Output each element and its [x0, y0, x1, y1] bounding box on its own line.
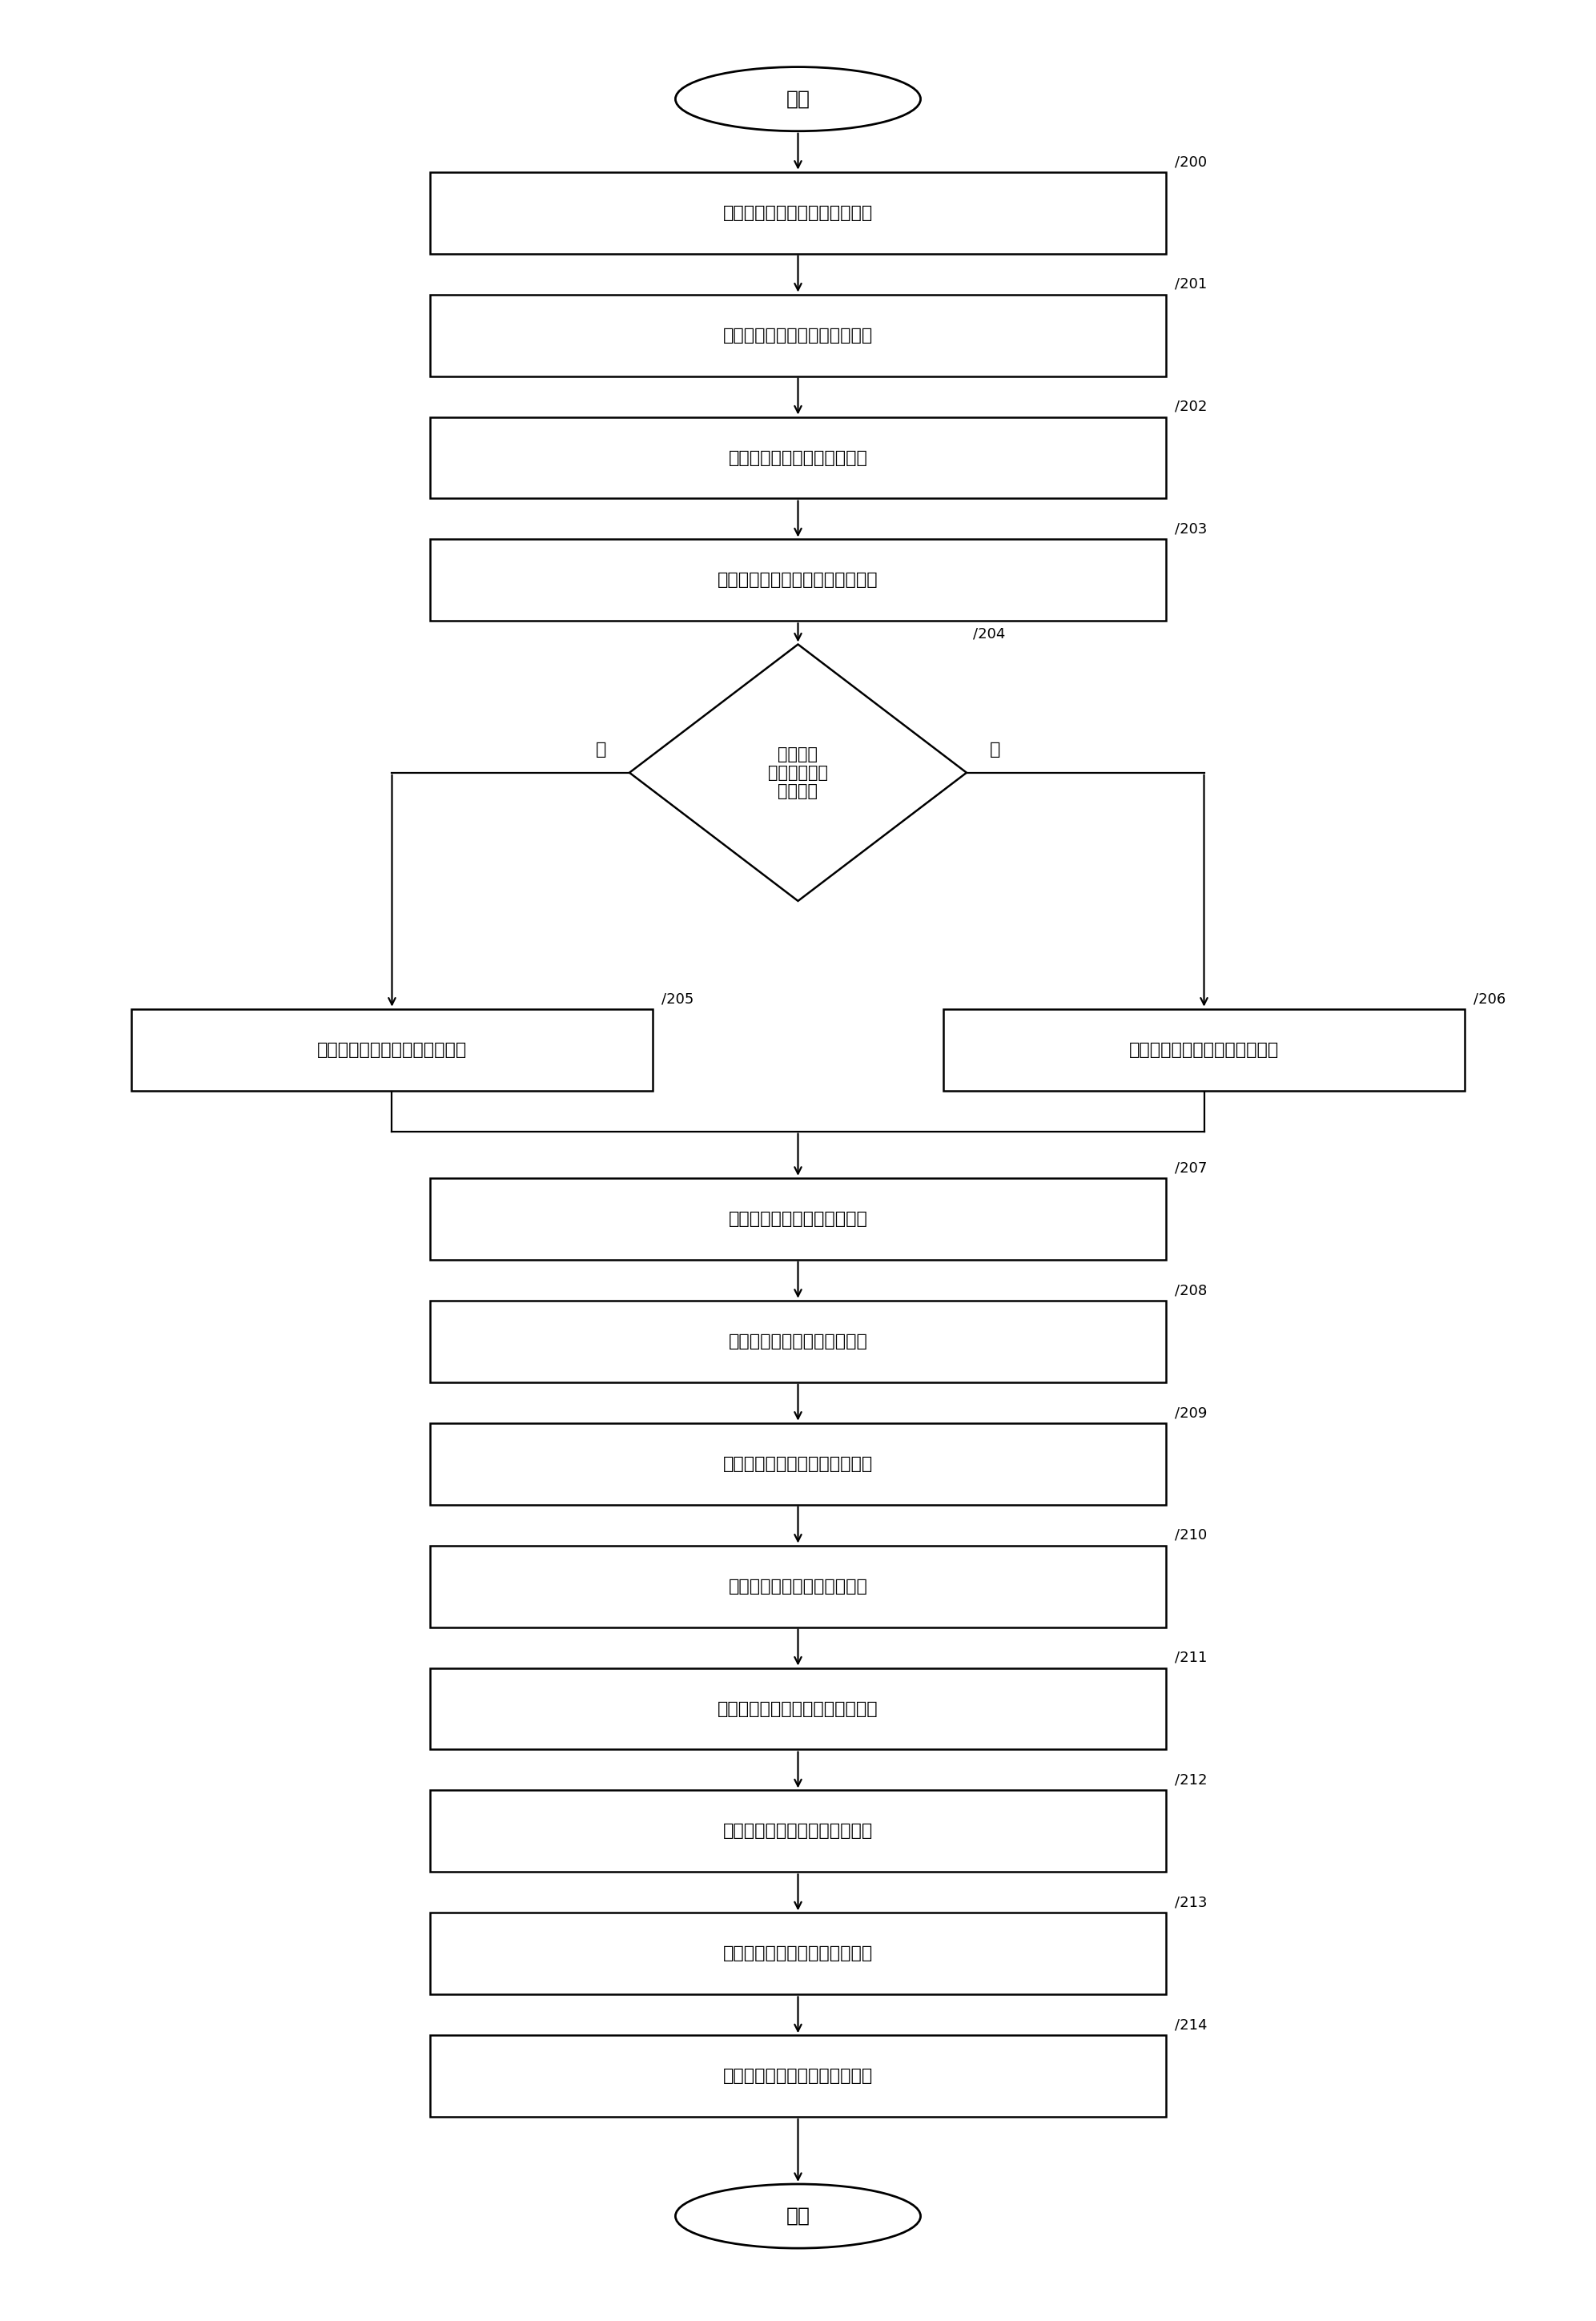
Text: 向第一终端提供备选的头像图片: 向第一终端提供备选的头像图片: [318, 1042, 468, 1058]
Text: /203: /203: [1175, 522, 1207, 536]
Text: 服务器向第一终端提供多种选择: 服务器向第一终端提供多种选择: [1128, 1042, 1278, 1058]
Polygon shape: [629, 645, 967, 901]
Text: /212: /212: [1175, 1773, 1207, 1787]
Ellipse shape: [675, 67, 921, 130]
Text: /211: /211: [1175, 1650, 1207, 1664]
Text: 服务器向第二终端提供头像图片: 服务器向第二终端提供头像图片: [723, 1824, 873, 1838]
Bar: [431, 1669, 1165, 1750]
Bar: [431, 1913, 1165, 1994]
Text: /200: /200: [1175, 156, 1207, 169]
Bar: [431, 418, 1165, 499]
Bar: [431, 538, 1165, 622]
Ellipse shape: [675, 2184, 921, 2249]
Text: /209: /209: [1175, 1407, 1207, 1420]
Bar: [131, 1010, 653, 1091]
Bar: [431, 2036, 1165, 2117]
Text: /208: /208: [1175, 1284, 1207, 1297]
Text: 第二终端存储第一终端头像图片: 第二终端存储第一终端头像图片: [723, 1945, 873, 1961]
Bar: [431, 1423, 1165, 1504]
Text: /202: /202: [1175, 399, 1207, 413]
Text: 服务器检测所述第一终端的活跃度: 服务器检测所述第一终端的活跃度: [718, 573, 878, 587]
Text: /204: /204: [972, 627, 1005, 641]
Bar: [431, 1179, 1165, 1260]
Text: 是: 是: [990, 740, 1001, 757]
Text: 开始: 开始: [785, 91, 811, 109]
Text: 结束: 结束: [785, 2207, 811, 2226]
Text: 在服务器中预置所述活跃度阈值: 在服务器中预置所述活跃度阈值: [723, 204, 873, 220]
Text: /205: /205: [662, 991, 694, 1005]
Text: /213: /213: [1175, 1896, 1207, 1910]
Text: 服务器接收第一终端头像图片: 服务器接收第一终端头像图片: [728, 1212, 868, 1228]
Text: 第二终端发送头像图片获取请求: 第二终端发送头像图片获取请求: [723, 1455, 873, 1472]
Bar: [943, 1010, 1465, 1091]
Text: 否: 否: [595, 740, 606, 757]
Text: 第二终端显示第一终端头像图片: 第二终端显示第一终端头像图片: [723, 2068, 873, 2084]
Bar: [431, 1546, 1165, 1627]
Bar: [431, 172, 1165, 253]
Bar: [431, 1789, 1165, 1873]
Text: /210: /210: [1175, 1527, 1207, 1543]
Text: 服务器对应查找第一终端头像图片: 服务器对应查找第一终端头像图片: [718, 1701, 878, 1718]
Text: /214: /214: [1175, 2017, 1207, 2033]
Bar: [431, 295, 1165, 376]
Text: /206: /206: [1473, 991, 1507, 1005]
Text: 服务器接收头像图片设置请求: 服务器接收头像图片设置请求: [728, 450, 868, 467]
Text: /207: /207: [1175, 1160, 1207, 1174]
Text: 服务器存储第一终端头像图片: 服务器存储第一终端头像图片: [728, 1332, 868, 1349]
Text: 第一终端
的活跃度是否
达到阈值: 第一终端 的活跃度是否 达到阈值: [768, 745, 828, 798]
Text: /201: /201: [1175, 276, 1207, 292]
Text: 服务器接收头像图片获取请求: 服务器接收头像图片获取请求: [728, 1578, 868, 1595]
Bar: [431, 1300, 1165, 1381]
Text: 第一终端发送头像图片设置请求: 第一终端发送头像图片设置请求: [723, 327, 873, 344]
